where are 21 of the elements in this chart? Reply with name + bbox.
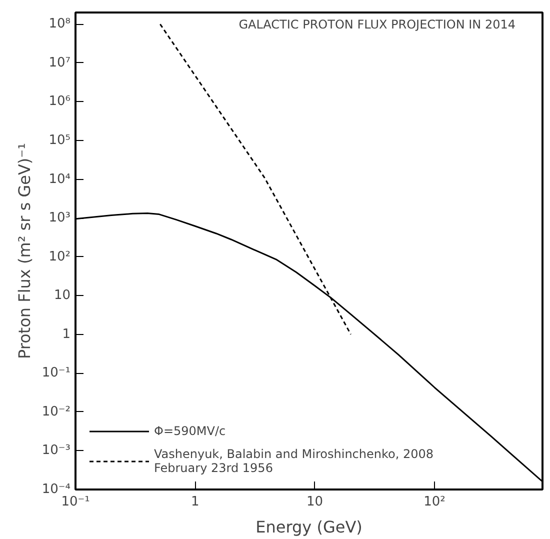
- y-tick-label: 10³: [48, 210, 71, 226]
- y-tick-label: 10⁸: [48, 16, 71, 32]
- y-tick-label: 10: [54, 288, 71, 304]
- y-tick-label: 10⁷: [48, 55, 71, 70]
- y-tick-label: 10⁻²: [42, 404, 71, 420]
- y-tick-label: 10⁴: [48, 172, 71, 187]
- x-tick-label: 10²: [424, 494, 446, 510]
- x-tick-label: 1: [191, 494, 200, 510]
- legend-label: Vashenyuk, Balabin and Miroshinchenko, 2008 February 23rd 1956: [154, 447, 434, 475]
- chart-title: GALACTIC PROTON FLUX PROJECTION IN 2014: [238, 18, 516, 32]
- y-tick-label: 10⁻³: [42, 443, 71, 458]
- y-tick-label: 1: [62, 326, 71, 342]
- y-tick-label: 10⁻¹: [42, 366, 71, 381]
- y-tick-label: 10⁶: [48, 94, 71, 110]
- x-axis-title: Energy (GeV): [256, 518, 362, 536]
- y-tick-label: 10⁵: [48, 133, 71, 148]
- y-axis-title: Proton Flux (m² sr s GeV)⁻¹: [14, 142, 34, 360]
- y-tick-label: 10²: [48, 249, 71, 264]
- x-tick-label: 10: [306, 494, 324, 510]
- legend-label: Φ=590MV/c: [154, 424, 226, 438]
- y-tick-label: 10⁻⁴: [42, 482, 71, 497]
